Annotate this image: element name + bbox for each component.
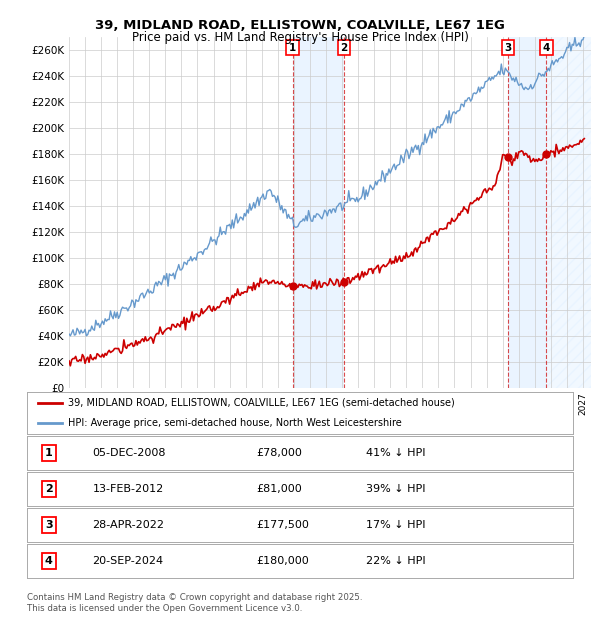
Text: 4: 4 <box>45 556 53 566</box>
Text: 3: 3 <box>504 43 511 53</box>
Text: Contains HM Land Registry data © Crown copyright and database right 2025.
This d: Contains HM Land Registry data © Crown c… <box>27 593 362 613</box>
Bar <box>547 37 591 387</box>
Text: 1: 1 <box>45 448 53 458</box>
Text: 2: 2 <box>45 484 53 494</box>
Text: 1: 1 <box>289 43 296 53</box>
Text: £180,000: £180,000 <box>256 556 309 566</box>
Text: 2: 2 <box>340 43 347 53</box>
Text: Price paid vs. HM Land Registry's House Price Index (HPI): Price paid vs. HM Land Registry's House … <box>131 31 469 44</box>
Text: 3: 3 <box>45 520 53 530</box>
Text: £81,000: £81,000 <box>256 484 302 494</box>
Text: 39% ↓ HPI: 39% ↓ HPI <box>365 484 425 494</box>
Text: 13-FEB-2012: 13-FEB-2012 <box>92 484 164 494</box>
Text: 20-SEP-2024: 20-SEP-2024 <box>92 556 164 566</box>
Text: 4: 4 <box>542 43 550 53</box>
Text: 22% ↓ HPI: 22% ↓ HPI <box>365 556 425 566</box>
Text: 41% ↓ HPI: 41% ↓ HPI <box>365 448 425 458</box>
Text: 39, MIDLAND ROAD, ELLISTOWN, COALVILLE, LE67 1EG: 39, MIDLAND ROAD, ELLISTOWN, COALVILLE, … <box>95 19 505 32</box>
Text: 39, MIDLAND ROAD, ELLISTOWN, COALVILLE, LE67 1EG (semi-detached house): 39, MIDLAND ROAD, ELLISTOWN, COALVILLE, … <box>68 398 455 408</box>
Text: 28-APR-2022: 28-APR-2022 <box>92 520 164 530</box>
Text: HPI: Average price, semi-detached house, North West Leicestershire: HPI: Average price, semi-detached house,… <box>68 418 402 428</box>
Text: 05-DEC-2008: 05-DEC-2008 <box>92 448 166 458</box>
Bar <box>293 37 344 387</box>
Text: £78,000: £78,000 <box>256 448 302 458</box>
Text: 17% ↓ HPI: 17% ↓ HPI <box>365 520 425 530</box>
Text: £177,500: £177,500 <box>256 520 309 530</box>
Bar <box>508 37 547 387</box>
